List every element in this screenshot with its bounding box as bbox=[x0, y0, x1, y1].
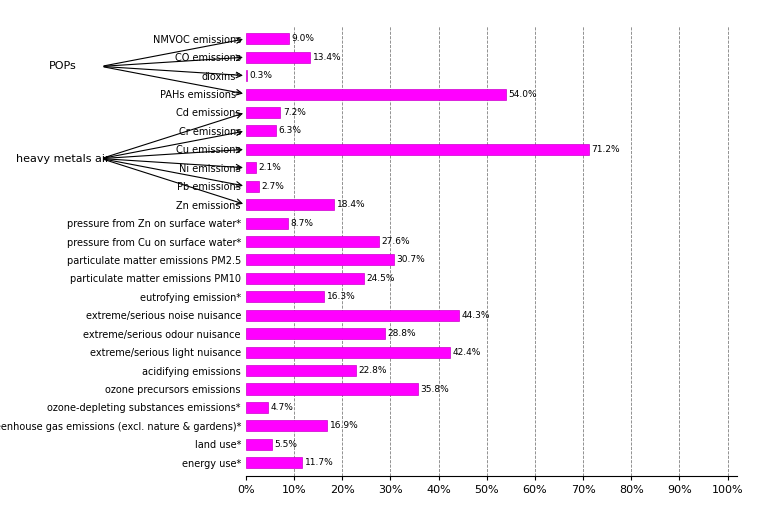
Bar bbox=[246, 457, 302, 468]
Text: 35.8%: 35.8% bbox=[421, 385, 449, 393]
Bar bbox=[246, 52, 310, 63]
Text: 16.9%: 16.9% bbox=[329, 421, 359, 430]
Text: 2.7%: 2.7% bbox=[261, 182, 284, 191]
Bar bbox=[246, 144, 589, 155]
Text: 16.3%: 16.3% bbox=[326, 292, 356, 301]
Text: 4.7%: 4.7% bbox=[271, 403, 293, 412]
Text: 6.3%: 6.3% bbox=[279, 127, 302, 135]
Bar bbox=[246, 218, 288, 229]
Bar bbox=[246, 346, 450, 358]
Bar bbox=[246, 310, 459, 321]
Text: 18.4%: 18.4% bbox=[337, 200, 366, 209]
Bar bbox=[246, 402, 268, 413]
Text: 9.0%: 9.0% bbox=[292, 34, 315, 43]
Bar bbox=[246, 126, 276, 136]
Text: 11.7%: 11.7% bbox=[305, 458, 333, 467]
Bar bbox=[246, 33, 289, 44]
Bar bbox=[246, 88, 506, 100]
Text: 54.0%: 54.0% bbox=[508, 89, 537, 99]
Text: 30.7%: 30.7% bbox=[396, 255, 425, 265]
Text: 22.8%: 22.8% bbox=[358, 366, 386, 375]
Bar bbox=[246, 328, 385, 339]
Text: 8.7%: 8.7% bbox=[290, 219, 313, 227]
Text: 27.6%: 27.6% bbox=[381, 237, 410, 246]
Text: heavy metals air: heavy metals air bbox=[16, 154, 110, 163]
Bar bbox=[246, 181, 259, 192]
Text: 28.8%: 28.8% bbox=[387, 329, 415, 338]
Text: 13.4%: 13.4% bbox=[313, 53, 341, 62]
Bar bbox=[246, 236, 379, 247]
Bar bbox=[246, 107, 280, 118]
Bar bbox=[246, 273, 364, 284]
Bar bbox=[246, 365, 356, 376]
Text: POPs: POPs bbox=[49, 62, 77, 71]
Text: 71.2%: 71.2% bbox=[591, 145, 620, 154]
Bar bbox=[246, 420, 327, 431]
Text: 5.5%: 5.5% bbox=[275, 440, 298, 449]
Bar bbox=[246, 70, 247, 81]
Bar bbox=[246, 162, 256, 173]
Text: 0.3%: 0.3% bbox=[250, 71, 273, 80]
Bar bbox=[246, 384, 419, 394]
Bar bbox=[246, 199, 334, 210]
Bar bbox=[246, 254, 394, 266]
Text: 42.4%: 42.4% bbox=[452, 347, 481, 357]
Text: 7.2%: 7.2% bbox=[283, 108, 306, 117]
Bar bbox=[246, 439, 273, 450]
Text: 2.1%: 2.1% bbox=[258, 163, 281, 172]
Bar bbox=[246, 291, 324, 302]
Text: 24.5%: 24.5% bbox=[366, 274, 395, 283]
Text: 44.3%: 44.3% bbox=[462, 311, 490, 320]
